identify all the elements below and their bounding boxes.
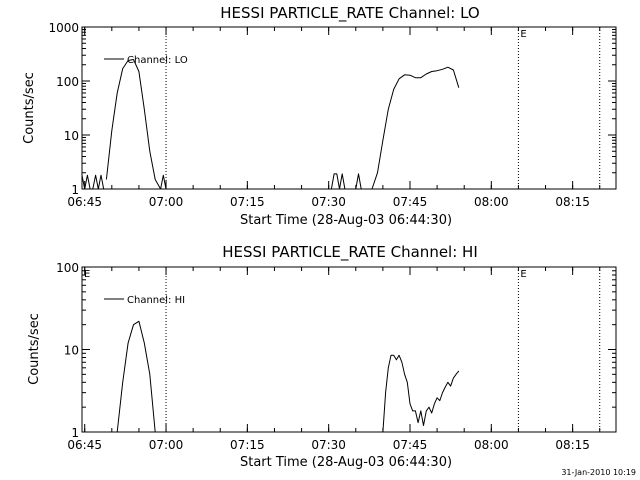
x-tick-label: 07:15 (230, 195, 265, 209)
series-line (355, 173, 362, 190)
legend-label: Channel: HI (127, 295, 185, 306)
series-line (81, 174, 107, 190)
y-axis-label: Counts/sec (22, 72, 37, 144)
footer-timestamp: 31-Jan-2010 10:19 (561, 468, 636, 477)
y-axis-label: Counts/sec (27, 313, 42, 385)
y-tick-label: 100 (56, 261, 79, 275)
x-axis-label: Start Time (28-Aug-03 06:44:30) (240, 455, 452, 470)
series-line (371, 66, 460, 190)
x-tick-label: 07:15 (230, 438, 265, 452)
y-tick-label: 10 (64, 344, 79, 358)
y-tick-label: 1 (71, 183, 79, 197)
x-tick-label: 08:15 (555, 438, 590, 452)
series-line (116, 320, 156, 433)
x-tick-label: 07:30 (311, 195, 346, 209)
y-tick-label: 1000 (48, 21, 79, 35)
plot-frame (81, 26, 617, 190)
x-tick-label: 08:00 (474, 438, 509, 452)
x-tick-label: 07:45 (393, 438, 428, 452)
x-tick-label: 08:15 (555, 195, 590, 209)
chart-title: HESSI PARTICLE_RATE Channel: LO (220, 4, 479, 23)
data-series (116, 320, 460, 433)
plot-frame (81, 266, 617, 433)
marker-label: E (84, 269, 90, 280)
x-tick-label: 07:00 (149, 195, 184, 209)
y-tick-label: 1 (71, 426, 79, 440)
x-axis-label: Start Time (28-Aug-03 06:44:30) (240, 213, 452, 228)
y-tick-label: 10 (64, 129, 79, 143)
marker-label: E (520, 29, 526, 40)
y-tick-label: 100 (56, 75, 79, 89)
data-series (81, 59, 460, 190)
y-axis: 1 10 100 (56, 261, 616, 440)
x-tick-label: 08:00 (474, 195, 509, 209)
panel-lo: HESSI PARTICLE_RATE Channel: LO 06:45 07:… (22, 4, 617, 228)
marker-label: E (520, 269, 526, 280)
x-tick-label: 06:45 (67, 438, 102, 452)
chart-title: HESSI PARTICLE_RATE Channel: HI (222, 243, 478, 262)
y-axis: 1 10 100 1000 (48, 21, 616, 197)
x-axis: 06:45 07:00 07:15 07:30 07:45 08:00 08:15 (67, 267, 601, 452)
panel-hi: HESSI PARTICLE_RATE Channel: HI 06:45 07:… (27, 243, 617, 470)
event-markers: E (165, 27, 601, 189)
series-line (160, 174, 167, 190)
series-line (382, 354, 460, 433)
legend-label: Channel: LO (127, 55, 188, 66)
x-tick-label: 07:00 (149, 438, 184, 452)
x-axis: 06:45 07:00 07:15 07:30 07:45 08:00 08:15 (67, 27, 601, 209)
x-tick-label: 06:45 (67, 195, 102, 209)
x-tick-label: 07:45 (393, 195, 428, 209)
series-line (105, 59, 162, 190)
series-line (330, 173, 346, 190)
x-tick-label: 07:30 (311, 438, 346, 452)
